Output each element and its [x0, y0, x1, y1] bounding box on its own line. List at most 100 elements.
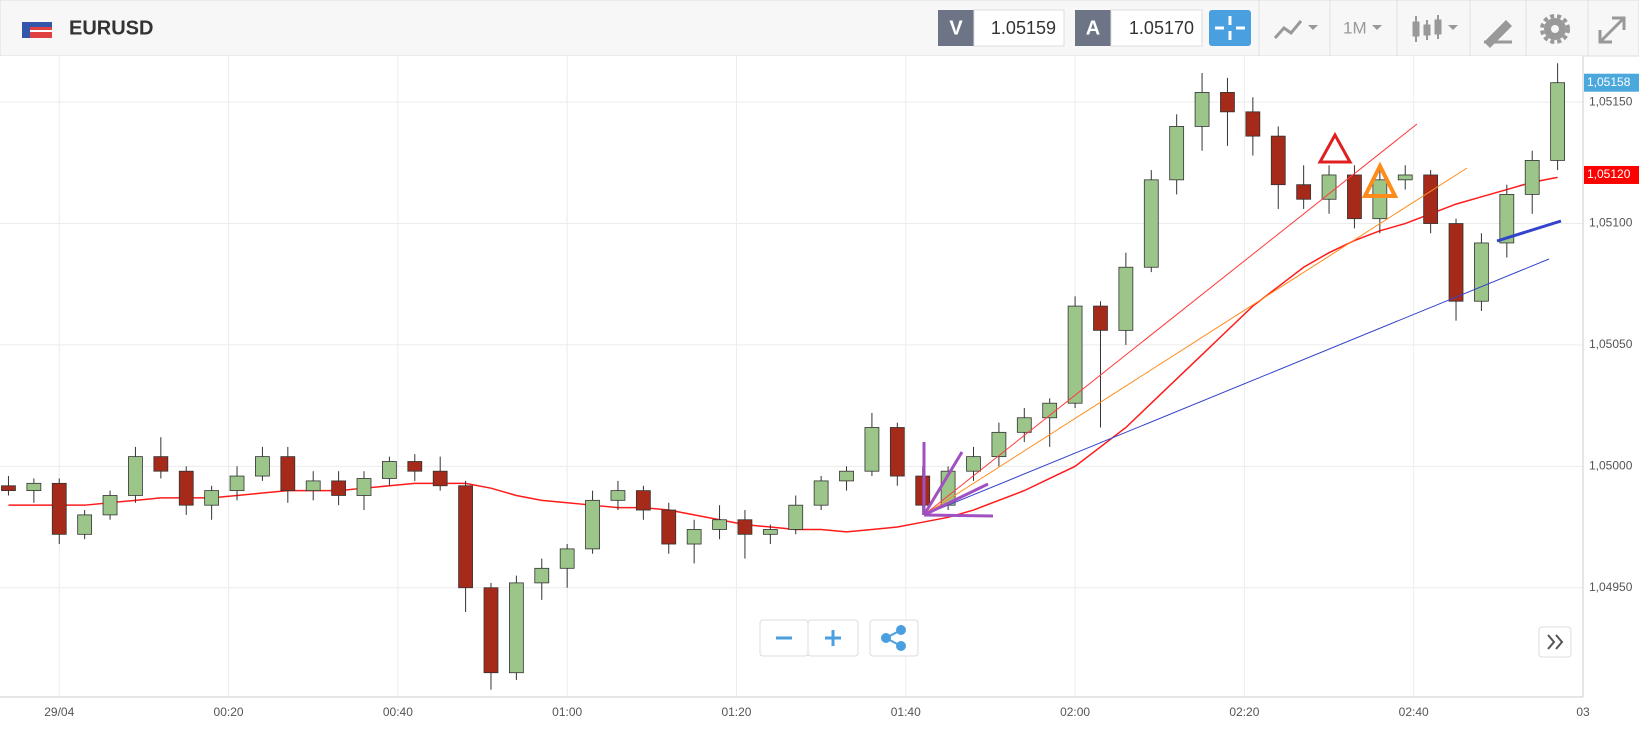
candle-body	[559, 548, 575, 569]
moving-average	[8, 176, 1558, 533]
x-tick-label: 02:00	[1060, 705, 1090, 719]
x-tick-label: 29/04	[44, 705, 74, 719]
candle-body	[508, 582, 524, 674]
y-tick-label: 1,05150	[1589, 94, 1633, 108]
plus-icon[interactable]	[825, 630, 841, 646]
candle-body	[991, 431, 1007, 458]
candle-body	[1169, 126, 1185, 181]
x-tick-label: 01:20	[721, 705, 751, 719]
candle-body	[255, 456, 270, 477]
candle-body	[51, 482, 67, 535]
buy-price-box[interactable]	[1110, 9, 1203, 47]
candle-body	[635, 490, 651, 511]
y-tick-label: 1,05100	[1589, 216, 1633, 230]
candle-body	[1118, 266, 1134, 331]
price-tag-label: 1,05158	[1587, 75, 1631, 89]
x-tick-label: 00:40	[383, 705, 413, 719]
candle-body	[1423, 174, 1439, 224]
candle-body	[102, 495, 118, 516]
candle-body	[26, 482, 42, 492]
share-icon[interactable]	[881, 625, 906, 651]
candle-body	[229, 475, 245, 492]
candle-body	[432, 470, 448, 487]
candle-body	[1042, 402, 1058, 419]
candle-body	[788, 504, 804, 530]
settings-button[interactable]	[1540, 14, 1570, 44]
candle-body	[1524, 160, 1540, 195]
buy-button[interactable]	[1075, 10, 1111, 46]
scroll-icon[interactable]	[1547, 634, 1564, 650]
candle-body	[737, 519, 753, 535]
candle-body	[534, 567, 550, 584]
candle-body	[712, 519, 727, 530]
crosshair-button[interactable]	[1209, 10, 1251, 46]
candle-body	[280, 456, 296, 492]
candle-body	[1, 485, 16, 492]
x-tick-label: 02:20	[1229, 705, 1259, 719]
candle-body	[813, 480, 829, 506]
candle-body	[889, 427, 905, 477]
share-button[interactable]	[869, 619, 919, 657]
candle-body	[1372, 179, 1388, 220]
trendline	[923, 258, 1550, 516]
price-tag	[1584, 165, 1639, 184]
candle-body	[382, 461, 397, 479]
sell-price[interactable]: 1.05159	[991, 18, 1056, 38]
candle-body	[1194, 92, 1210, 127]
gann-fan	[922, 442, 994, 518]
candle-body	[77, 514, 93, 535]
candle-body	[1270, 135, 1286, 186]
buy-price[interactable]: 1.05170	[1129, 18, 1194, 38]
y-tick-label: 1,05050	[1589, 337, 1633, 351]
candle-body	[356, 478, 372, 496]
candle-body	[305, 480, 321, 492]
candle-body	[407, 461, 423, 472]
candle-body	[661, 509, 677, 545]
candle-body	[483, 587, 499, 674]
y-tick-label: 1,05000	[1589, 459, 1633, 473]
flag-icon	[22, 22, 52, 38]
trendline	[923, 123, 1418, 516]
candle-body	[153, 456, 169, 472]
candle-body	[1499, 193, 1515, 244]
candle-body	[839, 470, 854, 482]
indicator-button[interactable]	[1273, 20, 1318, 40]
x-tick-label: 01:00	[552, 705, 582, 719]
trendline	[1496, 219, 1562, 243]
sell-button[interactable]	[938, 10, 974, 46]
zoom-controls	[759, 619, 1572, 658]
chart-type-button[interactable]	[1412, 15, 1458, 42]
candle-body	[1448, 223, 1464, 302]
buy-label[interactable]: A	[1086, 17, 1100, 39]
candle-body	[1093, 305, 1108, 331]
x-tick-label: 01:40	[891, 705, 921, 719]
candle-body	[1397, 174, 1413, 181]
timeframe[interactable]: 1M	[1343, 18, 1367, 37]
fullscreen-button[interactable]	[1598, 16, 1626, 44]
candle-body	[1321, 174, 1337, 200]
candle-body	[331, 480, 346, 496]
alert-triangle	[1317, 131, 1353, 164]
candle-body	[128, 456, 143, 496]
candle-body	[762, 529, 778, 535]
candle-body	[1016, 417, 1032, 433]
x-tick-label: 02:40	[1399, 705, 1429, 719]
user-drawings	[922, 123, 1562, 518]
sell-price-box[interactable]	[973, 9, 1065, 47]
x-tick-label: 03	[1576, 705, 1590, 719]
symbol: EURUSD	[69, 17, 153, 39]
toolbar	[0, 0, 1639, 57]
candle-body	[1550, 82, 1565, 161]
candle-body	[1347, 174, 1362, 220]
candle-body	[178, 470, 194, 506]
candle-body	[585, 499, 600, 550]
candle-body	[204, 490, 220, 506]
sell-label[interactable]: V	[949, 17, 963, 39]
trendline	[923, 167, 1468, 516]
drawing-tools-button[interactable]	[1484, 20, 1512, 48]
alert-triangle	[1361, 161, 1399, 198]
candle-body	[864, 427, 880, 472]
timeframe-button[interactable]: 1M	[1343, 18, 1382, 37]
